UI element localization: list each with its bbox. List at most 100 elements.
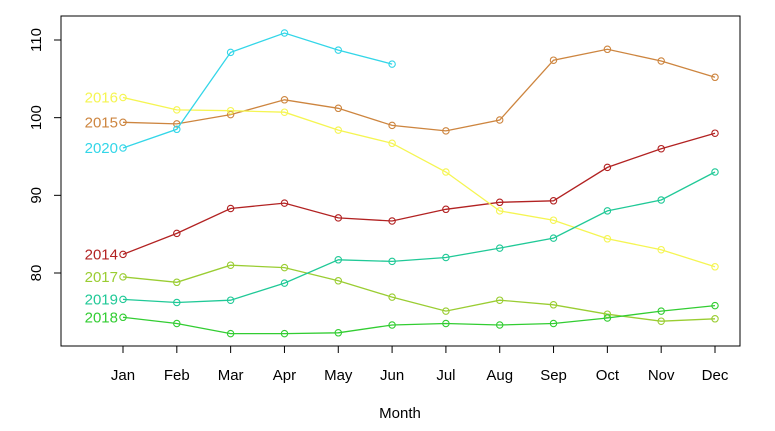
data-point-2020	[119, 144, 127, 152]
data-point-2015	[280, 96, 289, 104]
data-point-2019	[442, 253, 450, 262]
y-tick-label: 90	[28, 187, 45, 204]
plot-frame	[60, 15, 741, 347]
x-tick-label: Jul	[436, 367, 455, 384]
data-point-2020	[280, 29, 289, 37]
data-point-2014	[173, 229, 181, 238]
series-2017	[119, 261, 719, 325]
x-axis: Jan Feb Mar Apr May Jun Jul Aug Sep Oct Nov Dec	[111, 345, 729, 384]
data-point-2015	[388, 121, 396, 130]
data-point-2015	[442, 127, 450, 135]
data-point-2014	[119, 250, 127, 259]
data-point-2019	[495, 244, 504, 252]
data-point-2014	[549, 197, 558, 205]
data-point-2017	[173, 278, 181, 287]
data-point-2018	[549, 319, 558, 328]
data-point-2018	[334, 329, 343, 337]
data-point-2017	[388, 293, 396, 301]
data-point-2019	[711, 168, 719, 176]
series-line-2017	[122, 264, 716, 322]
data-point-2019	[119, 295, 127, 304]
data-point-2015	[119, 118, 127, 127]
data-point-2016	[173, 106, 181, 114]
data-point-2018	[495, 321, 504, 329]
data-point-2016	[549, 216, 558, 224]
y-tick-label: 110	[28, 28, 45, 52]
data-point-2018	[119, 313, 127, 322]
series-2016	[119, 93, 719, 271]
data-point-2016	[226, 106, 235, 115]
data-point-2014	[280, 199, 289, 207]
data-point-2020	[173, 125, 181, 134]
series-label-2020: 2020	[85, 140, 118, 157]
data-point-2016	[280, 108, 289, 116]
data-point-2018	[442, 319, 450, 328]
data-point-2015	[226, 110, 235, 119]
data-point-2015	[495, 116, 504, 124]
series-line-2020	[122, 32, 393, 149]
data-point-2015	[711, 73, 719, 82]
data-point-2016	[442, 168, 450, 176]
data-point-2017	[280, 263, 289, 272]
data-point-2015	[603, 45, 612, 54]
x-axis-title: Month	[379, 405, 421, 422]
y-axis: 80 90 100 110	[28, 28, 62, 281]
data-point-2018	[657, 307, 665, 315]
series-label-2019: 2019	[85, 291, 118, 308]
data-point-2017	[549, 301, 558, 309]
data-point-2016	[388, 139, 396, 148]
x-tick-label: Sep	[540, 367, 567, 384]
x-tick-label: Apr	[273, 367, 296, 384]
data-point-2019	[173, 298, 181, 307]
series-2019	[119, 168, 719, 307]
data-point-2018	[711, 301, 719, 310]
data-point-2014	[711, 129, 719, 137]
data-point-2014	[226, 204, 235, 213]
series-label-2017: 2017	[85, 269, 118, 286]
x-tick-label: Jan	[111, 367, 135, 384]
data-point-2015	[334, 104, 343, 113]
series-label-2016: 2016	[85, 89, 118, 106]
data-point-2016	[119, 93, 127, 102]
data-point-2014	[388, 217, 396, 225]
data-point-2017	[334, 277, 343, 285]
data-point-2016	[603, 235, 612, 243]
y-tick-label: 100	[28, 105, 45, 130]
data-point-2020	[226, 48, 235, 57]
data-point-2015	[549, 56, 558, 64]
x-tick-label: Feb	[164, 367, 190, 384]
series-line-2018	[122, 304, 716, 335]
data-point-2018	[388, 321, 396, 329]
data-point-2017	[226, 261, 235, 269]
data-point-2020	[334, 46, 343, 54]
series-label-2015: 2015	[85, 114, 118, 131]
data-point-2018	[603, 314, 612, 322]
series-line-2014	[122, 132, 716, 256]
data-point-2017	[442, 307, 450, 315]
data-point-2016	[334, 126, 343, 134]
data-point-2018	[226, 329, 235, 338]
data-point-2014	[442, 205, 450, 214]
series-label-2014: 2014	[85, 246, 118, 263]
series-label-2018: 2018	[85, 309, 118, 326]
series-layer	[119, 29, 719, 338]
x-tick-label: Dec	[702, 367, 729, 384]
x-tick-label: Mar	[218, 367, 244, 384]
data-point-2014	[603, 163, 612, 172]
series-line-2016	[122, 96, 716, 268]
data-point-2019	[603, 207, 612, 215]
data-point-2014	[657, 144, 665, 153]
data-point-2020	[388, 60, 396, 68]
data-point-2019	[388, 257, 396, 266]
x-tick-label: Jun	[380, 367, 404, 384]
x-tick-label: Nov	[648, 367, 675, 384]
series-line-2019	[122, 171, 716, 304]
data-point-2016	[711, 263, 719, 271]
data-point-2017	[711, 315, 719, 323]
data-point-2017	[119, 273, 127, 281]
series-line-2015	[122, 48, 716, 132]
series-2018	[119, 301, 719, 338]
data-point-2019	[657, 196, 665, 204]
